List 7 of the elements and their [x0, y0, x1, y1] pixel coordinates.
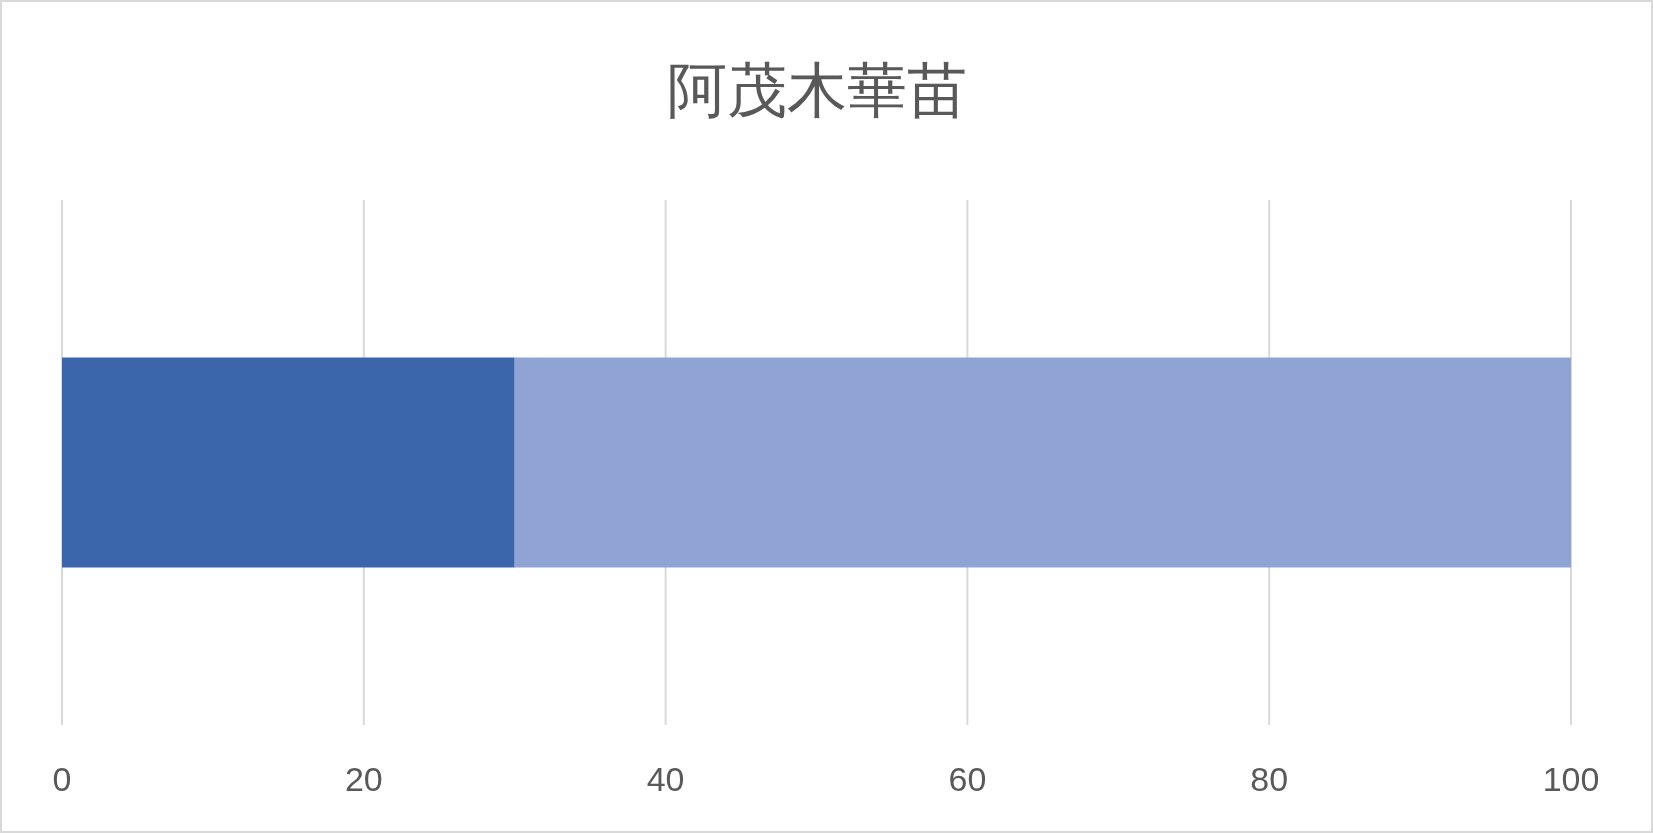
- title: 阿茂木華苗: [666, 56, 967, 124]
- x-tick-label: 80: [1250, 760, 1289, 798]
- x-tick-label: 0: [52, 760, 72, 798]
- x-tick-label: 60: [948, 760, 987, 798]
- x-tick-label: 20: [344, 760, 383, 798]
- x-tick-label: 40: [646, 760, 685, 798]
- x-tick-label: 100: [1542, 760, 1600, 798]
